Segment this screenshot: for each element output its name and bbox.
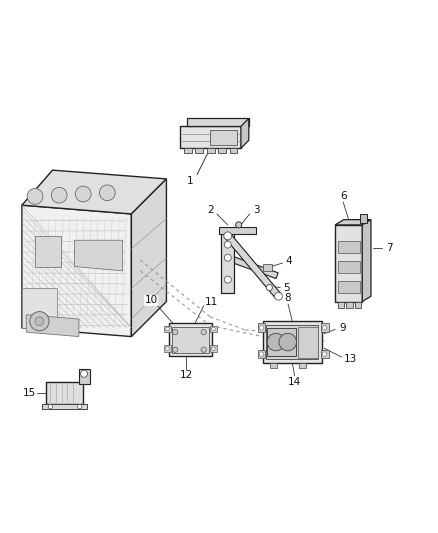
Text: 14: 14 [288,377,301,387]
Text: 2: 2 [207,205,214,215]
Text: 11: 11 [205,296,218,306]
Circle shape [35,317,44,326]
Polygon shape [169,324,212,356]
Circle shape [259,352,264,356]
Polygon shape [22,170,166,214]
Text: 13: 13 [344,354,357,364]
Circle shape [212,327,215,330]
Polygon shape [263,264,272,271]
Circle shape [27,189,43,204]
Polygon shape [321,324,328,332]
Polygon shape [164,345,171,352]
Polygon shape [225,233,281,298]
Polygon shape [321,350,328,359]
Circle shape [75,186,91,202]
Circle shape [224,254,231,261]
Polygon shape [362,220,371,302]
Polygon shape [184,148,192,152]
Polygon shape [338,280,360,293]
Polygon shape [338,261,360,273]
Circle shape [51,187,67,203]
Polygon shape [221,231,234,293]
Polygon shape [230,148,237,152]
Polygon shape [187,118,249,126]
Text: 10: 10 [145,295,158,305]
Polygon shape [210,130,237,145]
Text: 6: 6 [340,190,346,200]
Circle shape [267,333,285,351]
Polygon shape [172,327,209,353]
Circle shape [30,312,49,331]
Polygon shape [131,179,166,336]
Circle shape [279,333,297,351]
Polygon shape [180,126,241,148]
Circle shape [173,329,178,335]
Polygon shape [164,326,171,332]
Polygon shape [360,214,367,223]
Circle shape [224,232,232,240]
Polygon shape [210,326,217,332]
Text: 12: 12 [180,370,193,380]
Polygon shape [338,241,360,253]
Polygon shape [263,321,322,363]
Polygon shape [42,405,87,409]
Polygon shape [219,227,256,233]
Circle shape [236,222,242,228]
Circle shape [275,292,283,300]
Polygon shape [74,240,123,271]
Circle shape [201,329,206,335]
Circle shape [48,405,53,409]
Polygon shape [299,363,306,368]
Polygon shape [35,236,61,266]
Polygon shape [335,225,362,302]
Text: 3: 3 [253,205,260,215]
Circle shape [259,326,264,330]
Circle shape [166,327,170,330]
Text: 9: 9 [339,324,346,334]
Polygon shape [266,325,318,359]
Circle shape [224,241,231,248]
Polygon shape [298,327,318,358]
Polygon shape [355,302,361,308]
Polygon shape [267,328,296,356]
Polygon shape [79,368,90,384]
Circle shape [201,347,206,352]
Polygon shape [258,350,265,359]
Circle shape [99,185,115,201]
Circle shape [78,405,82,409]
Polygon shape [270,363,277,368]
Polygon shape [258,324,265,332]
Polygon shape [338,302,344,308]
Text: 5: 5 [283,282,290,293]
Circle shape [224,276,231,283]
Circle shape [266,285,272,290]
Polygon shape [195,148,203,152]
Polygon shape [207,148,215,152]
Polygon shape [26,314,79,336]
Polygon shape [335,220,371,225]
Circle shape [212,347,215,350]
Text: 8: 8 [285,293,291,303]
Circle shape [322,352,327,356]
Circle shape [173,347,178,352]
Polygon shape [22,205,131,336]
Circle shape [322,326,327,330]
Text: 15: 15 [23,388,36,398]
Circle shape [166,347,170,350]
Circle shape [81,370,88,377]
Polygon shape [46,382,83,405]
Polygon shape [241,118,249,148]
Polygon shape [227,255,278,279]
Polygon shape [210,345,217,352]
Polygon shape [218,148,226,152]
Polygon shape [346,302,353,308]
Polygon shape [22,288,57,328]
Text: 4: 4 [286,256,293,266]
Text: 1: 1 [187,176,194,186]
Text: 7: 7 [386,243,393,253]
